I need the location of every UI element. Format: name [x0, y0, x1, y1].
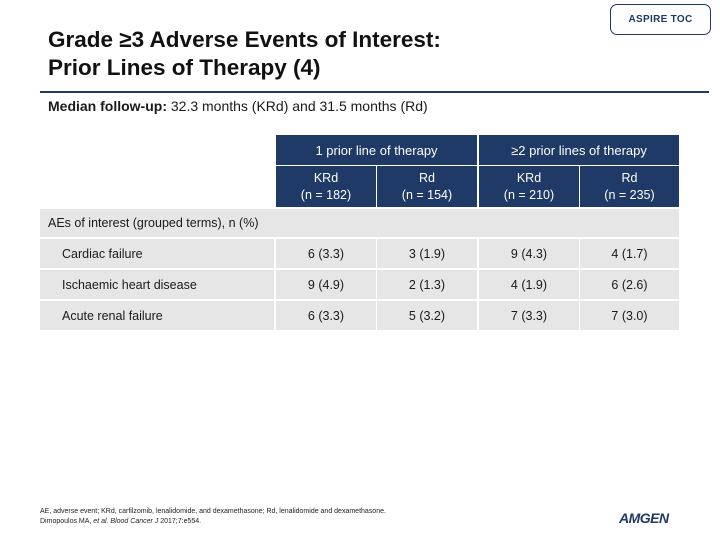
table-cell: 7 (3.0) [580, 301, 679, 330]
table-cell: 9 (4.9) [276, 270, 376, 299]
section-label: AEs of interest (grouped terms), n (%) [40, 209, 679, 237]
footnote-citation: Dimopoulos MA, et al. Blood Cancer J 201… [40, 517, 386, 527]
table-cell: 4 (1.7) [580, 239, 679, 268]
table-cell: 3 (1.9) [377, 239, 477, 268]
slide-title-line2: Prior Lines of Therapy (4) [48, 55, 321, 80]
arm-header-krd-1: KRd (n = 182) [276, 166, 376, 207]
citation-volume: 2017;7:e554. [158, 518, 202, 525]
arm-header-n: (n = 182) [300, 187, 352, 202]
followup-text: Median follow-up: 32.3 months (KRd) and … [48, 98, 428, 114]
slide-title-line1: Grade ≥3 Adverse Events of Interest: [48, 27, 441, 52]
arm-header-krd-2: KRd (n = 210) [479, 166, 579, 207]
arm-header-n: (n = 154) [401, 187, 453, 202]
amgen-logo: AMGEN [619, 510, 669, 526]
row-label: Cardiac failure [40, 239, 274, 268]
table-cell: 9 (4.3) [479, 239, 579, 268]
row-label: Ischaemic heart disease [40, 270, 274, 299]
citation-journal: et al. Blood Cancer J [93, 518, 159, 525]
arm-header-rd-1: Rd (n = 154) [377, 166, 477, 207]
table-cell: 6 (2.6) [580, 270, 679, 299]
followup-value: 32.3 months (KRd) and 31.5 months (Rd) [166, 98, 428, 114]
table-cell: 7 (3.3) [479, 301, 579, 330]
row-label: Acute renal failure [40, 301, 274, 330]
arm-header-n: (n = 235) [604, 187, 655, 202]
arm-header-name: KRd [313, 170, 339, 185]
arm-header-name: Rd [621, 170, 638, 185]
arm-header-rd-2: Rd (n = 235) [580, 166, 679, 207]
toc-button[interactable]: ASPIRE TOC [610, 4, 711, 35]
title-divider [40, 91, 709, 93]
arm-header-n: (n = 210) [503, 187, 555, 202]
footnote-abbreviations: AE, adverse event; KRd, carfilzomib, len… [40, 508, 386, 515]
table-cell: 2 (1.3) [377, 270, 477, 299]
arm-header-name: KRd [516, 170, 542, 185]
table-cell: 6 (3.3) [276, 301, 376, 330]
slide-title: Grade ≥3 Adverse Events of Interest: Pri… [48, 26, 568, 82]
table-cell: 6 (3.3) [276, 239, 376, 268]
table-cell: 4 (1.9) [479, 270, 579, 299]
footnote: AE, adverse event; KRd, carfilzomib, len… [40, 507, 386, 527]
table-cell: 5 (3.2) [377, 301, 477, 330]
arm-header-name: Rd [419, 170, 435, 185]
followup-label: Median follow-up: [48, 98, 167, 114]
citation-authors: Dimopoulos MA, [40, 518, 94, 525]
group-header-2-prior: ≥2 prior lines of therapy [479, 135, 679, 165]
group-header-1-prior: 1 prior line of therapy [276, 135, 477, 165]
